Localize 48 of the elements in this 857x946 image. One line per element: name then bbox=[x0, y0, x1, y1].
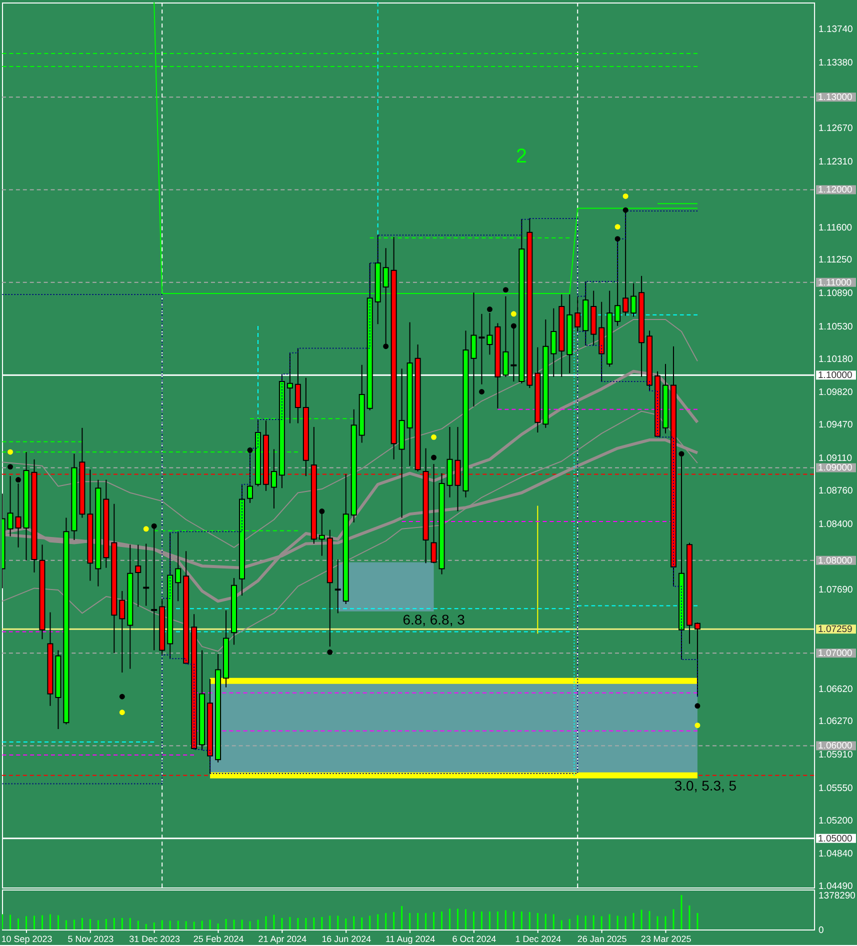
x-tick-label: 10 Sep 2023 bbox=[1, 934, 52, 944]
y-tick-label: 1.05910 bbox=[818, 750, 853, 761]
x-tick-label: 16 Jun 2024 bbox=[322, 934, 372, 944]
y-tick-label: 1.09470 bbox=[818, 420, 853, 431]
ref-line-label: 1.13000 bbox=[818, 92, 852, 104]
ref-line-label: 1.06000 bbox=[818, 740, 852, 752]
y-tick-label: 1.05550 bbox=[818, 782, 853, 794]
ref-line-label: 1.07259 bbox=[818, 624, 852, 636]
x-tick-label: 23 Mar 2025 bbox=[640, 934, 692, 944]
y-tick-label: 1.10530 bbox=[818, 321, 853, 332]
y-tick-label: 1.06620 bbox=[818, 684, 853, 695]
x-tick-label: 21 Apr 2024 bbox=[258, 934, 307, 944]
y-tick-label: 1.10890 bbox=[818, 288, 853, 300]
y-tick-label: 1.12310 bbox=[818, 156, 853, 168]
y-tick-label: 1.13380 bbox=[818, 57, 853, 68]
x-tick-label: 11 Aug 2024 bbox=[385, 934, 436, 944]
y-tick-label: 1.09820 bbox=[818, 387, 853, 398]
y-tick-label: 0 bbox=[818, 924, 824, 936]
annotation: 3.0, 5.3, 5 bbox=[674, 777, 737, 794]
x-tick-label: 6 Oct 2024 bbox=[452, 934, 496, 944]
y-tick-label: 1.09110 bbox=[818, 453, 852, 464]
ref-line-label: 1.10000 bbox=[818, 370, 852, 382]
y-tick-label: 1.04490 bbox=[818, 881, 853, 892]
y-tick-label: 1.12670 bbox=[818, 123, 853, 134]
x-tick-label: 26 Jan 2025 bbox=[577, 934, 627, 944]
annotation: 2 bbox=[516, 145, 527, 168]
ref-line-label: 1.11000 bbox=[818, 277, 852, 288]
y-tick-label: 1.13740 bbox=[818, 24, 853, 35]
ref-line-label: 1.08000 bbox=[818, 555, 852, 566]
x-tick-label: 1 Dec 2024 bbox=[515, 934, 562, 944]
y-tick-label: 1.06270 bbox=[818, 716, 853, 728]
y-tick-label: 1.05200 bbox=[818, 815, 853, 826]
y-tick-label: 1.08400 bbox=[818, 518, 853, 530]
y-tick-label: 1.10180 bbox=[818, 354, 853, 365]
y-tick-label: 1.11250 bbox=[818, 254, 852, 266]
y-tick-label: 1.04840 bbox=[818, 848, 853, 860]
x-tick-label: 31 Dec 2023 bbox=[129, 934, 180, 944]
ref-line-label: 1.09000 bbox=[818, 462, 852, 474]
x-tick-label: 5 Nov 2023 bbox=[68, 934, 114, 944]
y-tick-label: 1.11600 bbox=[818, 222, 852, 234]
y-tick-label: 1.07690 bbox=[818, 584, 853, 596]
y-tick-label: 1.08760 bbox=[818, 485, 853, 496]
annotation: 6.8, 6.8, 3 bbox=[402, 611, 466, 628]
ref-line-label: 1.07000 bbox=[818, 648, 852, 660]
x-tick-label: 25 Feb 2024 bbox=[193, 934, 244, 944]
ref-line-label: 1.05000 bbox=[818, 833, 852, 844]
ref-line-label: 1.12000 bbox=[818, 184, 852, 196]
y-tick-label: 1378290 bbox=[818, 890, 856, 902]
